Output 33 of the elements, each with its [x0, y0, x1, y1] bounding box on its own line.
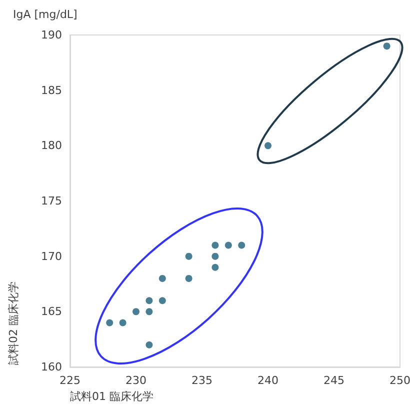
chart-title: IgA [mg/dL] — [13, 8, 78, 21]
x-tick-label: 230 — [126, 374, 146, 387]
point — [224, 242, 232, 249]
y-tick-label: 165 — [41, 305, 62, 318]
point — [383, 42, 390, 50]
point — [132, 308, 140, 316]
point — [212, 242, 219, 249]
point — [185, 252, 192, 260]
point — [119, 319, 126, 326]
y-axis-title: 試料02 臨床化学 — [7, 282, 20, 365]
x-tick-label: 245 — [324, 374, 344, 387]
point — [212, 252, 219, 260]
y-tick-label: 185 — [41, 84, 62, 97]
point — [238, 242, 246, 249]
x-tick-label: 225 — [60, 374, 80, 387]
y-tick-label: 160 — [41, 360, 62, 374]
point — [212, 264, 219, 271]
y-tick-label: 180 — [41, 139, 62, 152]
x-tick-label: 250 — [390, 374, 410, 387]
x-axis-title: 試料01 臨床化学 — [70, 390, 154, 403]
point — [146, 308, 153, 316]
point — [185, 274, 192, 282]
y-tick-label: 190 — [41, 28, 62, 42]
y-tick-label: 170 — [41, 250, 62, 263]
point — [106, 319, 114, 326]
x-tick-label: 240 — [258, 374, 278, 387]
point — [146, 341, 153, 348]
point — [264, 142, 272, 150]
point — [158, 274, 166, 282]
point — [158, 297, 166, 304]
point — [146, 297, 153, 304]
x-tick-label: 235 — [192, 374, 212, 387]
y-tick-label: 175 — [41, 194, 62, 208]
